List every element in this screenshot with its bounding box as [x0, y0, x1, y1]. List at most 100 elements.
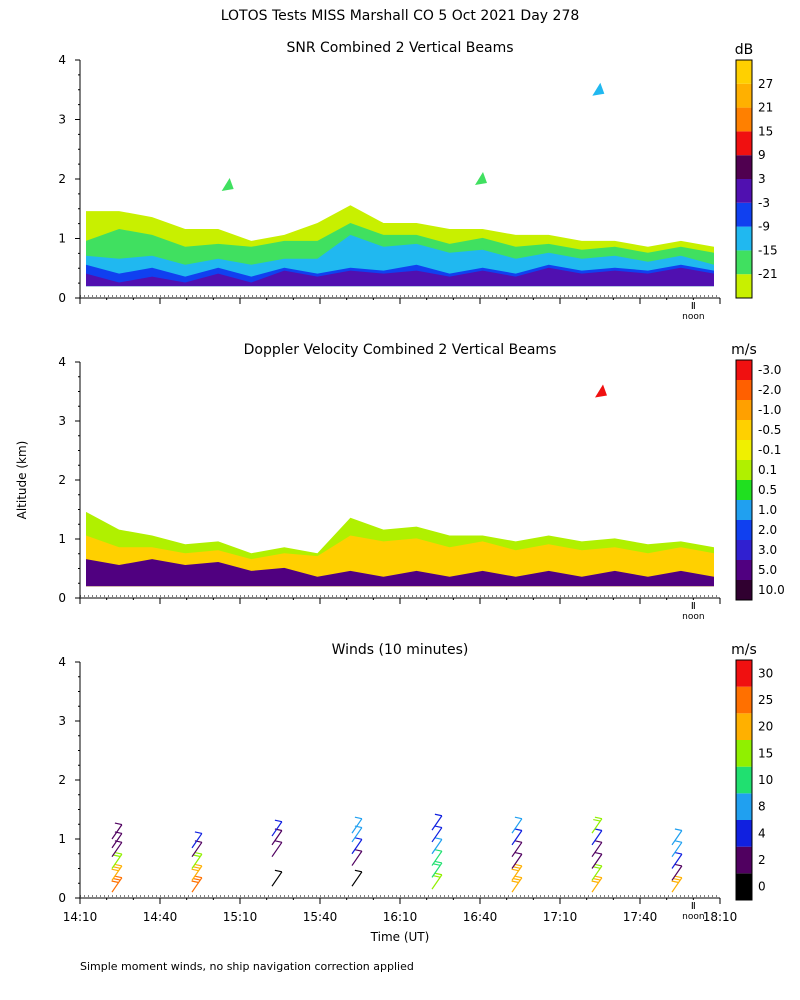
colorbar-label: 1.0 [758, 503, 777, 517]
colorbar-swatch [736, 713, 752, 740]
colorbar-label: -21 [758, 267, 778, 281]
colorbar-unit: dB [735, 42, 754, 58]
colorbar-swatch [736, 540, 752, 560]
wind-barb [431, 839, 443, 855]
colorbar-swatch [736, 480, 752, 500]
colorbar-swatch [736, 380, 752, 400]
wind-barb [111, 833, 123, 849]
wind-barb-flag [434, 860, 443, 864]
colorbar-label: -2.0 [758, 383, 781, 397]
wind-barb [431, 827, 443, 843]
wind-barb [351, 839, 363, 855]
wind-barb-flag [193, 854, 201, 858]
wind-barb-flag [593, 819, 601, 822]
wind-barb [511, 865, 523, 881]
colorbar-label: 3 [758, 172, 766, 186]
colorbar-swatch [736, 107, 752, 132]
x-tick-label: 15:10 [223, 910, 258, 924]
wind-barb [191, 865, 203, 881]
wind-barb [431, 850, 443, 866]
y-axis-label: Altitude (km) [15, 441, 29, 520]
colorbar-swatch [736, 873, 752, 900]
wind-barb [351, 850, 363, 866]
wind-profile [351, 816, 363, 887]
wind-barb [111, 841, 123, 858]
wind-barb-flag [674, 828, 683, 832]
y-tick-label: 1 [58, 832, 66, 846]
colorbar-label: -15 [758, 243, 778, 257]
colorbar-swatch [736, 660, 752, 687]
wind-barb-flag [591, 880, 599, 884]
wind-barb [271, 821, 283, 837]
colorbar-swatch [736, 226, 752, 251]
wind-barb-flag [111, 868, 119, 872]
wind-barb-flag [193, 878, 201, 881]
wind-barb-flag [594, 828, 603, 832]
colorbar-label: 0 [758, 880, 766, 894]
y-tick-label: 4 [58, 53, 66, 67]
wind-barb-flag [114, 875, 123, 879]
colorbar-label: -3.0 [758, 363, 781, 377]
wind-barb-flag [194, 863, 203, 867]
wind-profile [591, 816, 603, 893]
colorbar-unit: m/s [731, 342, 757, 358]
panel-title: Doppler Velocity Combined 2 Vertical Bea… [244, 342, 557, 358]
wind-barb-flag [274, 819, 283, 823]
colorbar-label: -0.1 [758, 443, 781, 457]
wind-barb-flag [674, 852, 683, 855]
wind-barb-flag [674, 875, 683, 879]
wind-barb-flag [194, 875, 203, 879]
wind-barb-flag [594, 852, 603, 855]
wind-barb-flag [194, 852, 203, 855]
wind-barb-flag [594, 875, 603, 879]
y-tick-label: 3 [58, 113, 66, 127]
wind-barb [191, 841, 203, 858]
wind-profile [191, 831, 203, 893]
colorbar-swatch [736, 400, 752, 420]
panel-title: Winds (10 minutes) [332, 642, 469, 658]
x-tick-label: 17:40 [623, 910, 658, 924]
colorbar-label: 25 [758, 693, 773, 707]
wind-barb [671, 830, 683, 846]
noon-label: noon [682, 312, 704, 322]
colorbar-swatch [736, 179, 752, 203]
plot-area [111, 813, 683, 893]
snr-panel: SNR Combined 2 Vertical Beams dB 0 1 2 3 4 noon… [58, 40, 777, 322]
colorbar-swatch [736, 155, 752, 179]
wind-barb-flag [513, 866, 521, 869]
colorbar-swatch [736, 766, 752, 794]
wind-barb-flag [594, 863, 603, 867]
colorbar: -21 -15 -9 -3 3 9 15 21 27 [735, 59, 778, 299]
x-tick-label: 16:40 [463, 910, 498, 924]
colorbar-swatch [736, 560, 752, 580]
wind-barb-flag [114, 852, 123, 855]
wind-profile [271, 819, 283, 887]
echo-patch [592, 82, 605, 96]
wind-profile [111, 822, 123, 893]
x-tick-label: 16:10 [383, 910, 418, 924]
wind-barb-flag [674, 840, 683, 843]
wind-barb-flag [111, 880, 119, 884]
wind-barb-flag [593, 878, 601, 881]
noon-label: noon [682, 612, 704, 622]
x-tick-label: 14:10 [63, 910, 98, 924]
y-tick-label: 1 [58, 232, 66, 246]
wind-barb-flag [194, 831, 203, 835]
wind-barb-flag [113, 878, 121, 881]
echo-patch [475, 172, 487, 185]
colorbar-label: -9 [758, 220, 770, 234]
colorbar-swatch [736, 520, 752, 540]
wind-barb-flag [433, 875, 441, 878]
colorbar-label: 30 [758, 666, 773, 680]
wind-barb-flag [514, 875, 523, 879]
wind-barb [591, 841, 603, 858]
wind-barb [271, 841, 283, 858]
colorbar-label: 10 [758, 773, 773, 787]
wind-barb [111, 824, 123, 840]
colorbar-label: 15 [758, 124, 773, 138]
wind-profile [431, 813, 443, 890]
y-tick-label: 3 [58, 414, 66, 428]
x-axis-label: Time (UT) [370, 930, 430, 944]
wind-barb-flag [191, 868, 199, 872]
wind-barb-flag [514, 852, 523, 855]
